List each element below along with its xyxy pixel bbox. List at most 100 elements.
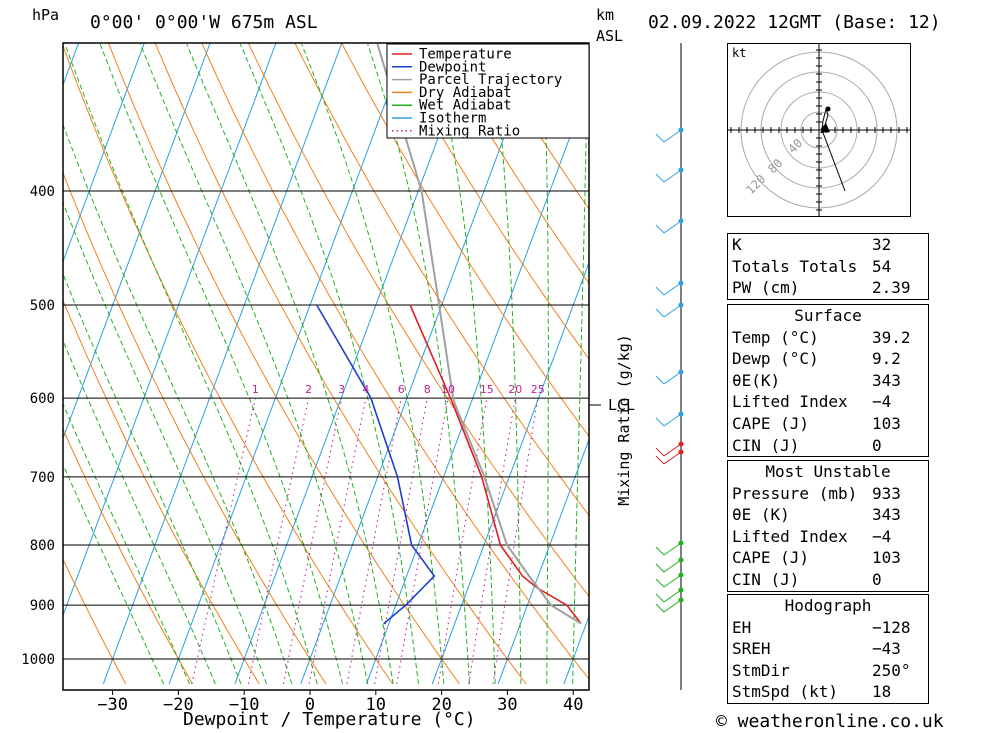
mu-thetae-value: 343 [872,505,901,525]
wind-barb-feather [655,224,665,234]
dewpoint-line [316,304,436,625]
dry-adiabat-line [387,43,589,360]
wet-adiabat-line [186,43,394,684]
dry-adiabat-line [980,27,1000,684]
surface-thetae-value: 343 [872,370,901,390]
hodograph-table: Hodograph EH −128 SREH −43 StmDir 250° StmS… [727,594,929,704]
x-tick-label: 30 [497,695,517,715]
wet-adiabat-line [63,339,216,685]
wind-barb [663,413,682,427]
dry-adiabat-line [63,44,394,685]
wind-barb [663,559,682,573]
legend-entry: Temperature [419,47,512,63]
most-unstable-table: Most Unstable Pressure (mb) 933 θE (K) 343… [727,460,929,592]
x-tick-label: 40 [563,695,583,715]
hodograph-top-dot [825,106,831,112]
x-axis: −30 −20 −10 0 10 20 30 40 [97,690,583,715]
sreh-label: SREH [732,639,771,659]
sreh-value: −43 [872,639,901,659]
storm-motion-marker [820,123,830,133]
k-index-value: 32 [872,235,892,254]
wind-barb-feather [655,578,665,588]
wet-adiabat-line [139,43,369,685]
dry-adiabat-line [434,43,589,285]
mu-cin-label: CIN (J) [732,569,800,589]
dry-adiabat-line [63,558,127,685]
isotherm-line [0,27,19,684]
wet-adiabat-line [239,43,419,684]
mixing-ratio-label: 1 [252,383,259,396]
legend-entry: Mixing Ratio [419,123,520,139]
wind-barb [663,282,682,296]
k-index-label: K [732,235,742,254]
isotherm-line [63,43,80,87]
x-tick-label: −20 [163,695,194,715]
wet-adiabat-line [491,44,522,684]
profile-lines [316,43,582,625]
wind-barb [663,589,682,603]
surface-li-label: Lifted Index [732,392,848,412]
hodograph: kt 40 80 120 [727,43,911,217]
temperature-line [409,304,582,625]
wind-barb-feather [655,308,665,318]
wet-adiabat-line [63,402,190,685]
legend-entry: Isotherm [419,111,486,127]
wind-barb-feather [655,546,665,556]
parcel-trajectory-line [376,43,582,625]
dry-adiabat-line [154,43,527,685]
dry-adiabat-line [341,43,589,438]
eh-value: −128 [872,617,911,637]
wet-adiabat-line [99,43,343,685]
isotherm-line [497,438,589,685]
mixing-ratio-line [282,397,343,685]
wind-barb [663,304,682,318]
mixing-ratio-label: 3 [338,383,345,396]
lcl-label: LCL [608,396,635,414]
km-label: km [596,6,615,24]
mu-cin-value: 0 [872,569,882,589]
surface-li-value: −4 [872,392,892,412]
stmspd-label: StmSpd (kt) [732,682,838,702]
x-tick-label: −30 [97,695,128,715]
dry-adiabat-line [247,43,589,598]
wind-barb-feather [655,563,665,573]
wet-adiabat-line [301,43,445,684]
pressure-tick-label: 400 [30,184,55,200]
isobar-lines [63,190,589,660]
pw-label: PW (cm) [732,278,800,298]
surface-dewp-value: 9.2 [872,349,901,369]
wet-adiabat-line [63,201,267,685]
mixing-ratio-label: 20 [508,383,522,396]
wind-barb-feather [655,133,665,143]
background-lines [0,27,1000,685]
wind-barb [663,371,682,385]
wet-adiabat-line [367,43,470,684]
isotherm-line [63,43,145,264]
mu-thetae-label: θE (K) [732,505,790,525]
wind-barb [663,169,682,183]
mixing-ratio-label: 6 [398,383,405,396]
mu-li-label: Lifted Index [732,526,848,546]
surface-cin-label: CIN (J) [732,435,800,455]
wind-barb [663,129,682,143]
location-title: 0°00' 0°00'W 675m ASL [90,12,318,33]
wind-barb [663,220,682,234]
isotherm-line [102,43,343,685]
pressure-tick-label: 900 [30,598,55,614]
wind-barb [663,451,682,465]
most-unstable-title: Most Unstable [765,462,891,481]
pressure-tick-label: 500 [30,298,55,314]
pressure-tick-label: 600 [30,391,55,407]
wet-adiabat-line [542,44,549,684]
wind-barb-feather [655,417,665,427]
wet-adiabat-line [63,123,293,685]
wind-barb [663,542,682,556]
dry-adiabat-line [107,43,460,685]
legend-entry: Dry Adiabat [419,85,512,101]
surface-cin-value: 0 [872,435,882,455]
mixing-ratio-line [247,397,310,685]
wind-barb [663,599,682,613]
dry-adiabat-line [934,27,1000,684]
